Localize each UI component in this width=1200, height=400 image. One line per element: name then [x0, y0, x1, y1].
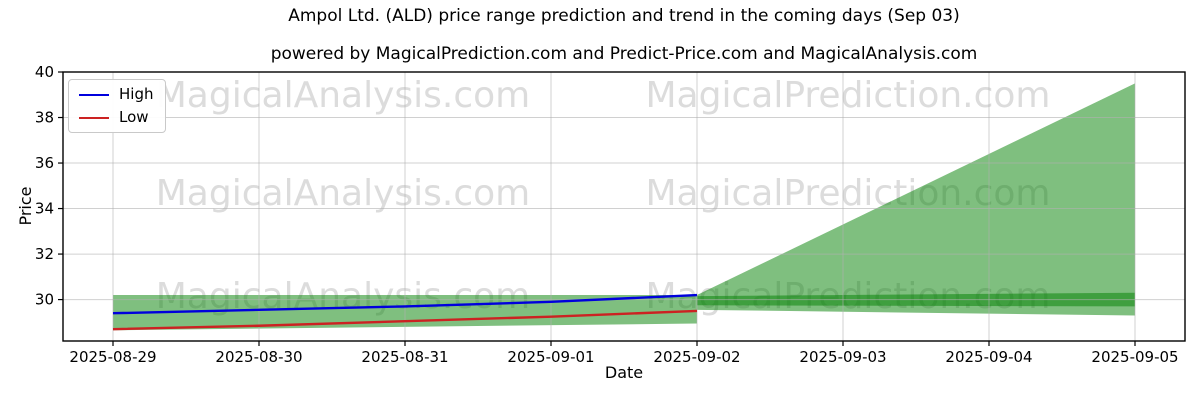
watermark-text: MagicalAnalysis.com — [156, 173, 530, 214]
legend-item-low: Low — [79, 110, 153, 125]
x-tick-label: 2025-09-03 — [799, 348, 886, 366]
chart-title: Ampol Ltd. (ALD) price range prediction … — [288, 6, 960, 26]
forecast-fan-band — [697, 83, 1135, 316]
legend: High Low — [68, 79, 167, 133]
x-tick-label: 2025-09-01 — [507, 348, 594, 366]
y-tick-label: 34 — [35, 200, 54, 218]
x-tick-label: 2025-09-05 — [1091, 348, 1178, 366]
x-tick-label: 2025-08-30 — [215, 348, 302, 366]
high-line — [112, 293, 698, 315]
y-tick-label: 40 — [35, 63, 54, 81]
chart-subtitle: powered by MagicalPrediction.com and Pre… — [270, 44, 978, 64]
legend-label-high: High — [119, 85, 154, 103]
high-line-swatch — [79, 93, 109, 96]
x-tick-label: 2025-09-02 — [653, 348, 740, 366]
legend-item-high: High — [79, 87, 153, 102]
y-tick-label: 38 — [35, 109, 54, 127]
x-tick-label: 2025-08-29 — [69, 348, 156, 366]
watermark-text: MagicalAnalysis.com — [156, 75, 530, 116]
x-tick-label: 2025-09-04 — [945, 348, 1032, 366]
plot-border — [62, 71, 1186, 342]
x-axis-label: Date — [604, 363, 644, 382]
low-line-swatch — [79, 116, 109, 119]
y-tick-label: 32 — [35, 245, 54, 263]
y-tick-label: 36 — [35, 154, 54, 172]
y-tick-label: 30 — [35, 291, 54, 309]
legend-label-low: Low — [119, 108, 149, 126]
watermark-text: MagicalPrediction.com — [646, 75, 1051, 116]
low-line — [112, 309, 698, 331]
x-tick-label: 2025-08-31 — [361, 348, 448, 366]
y-axis-label: Price — [16, 186, 36, 226]
